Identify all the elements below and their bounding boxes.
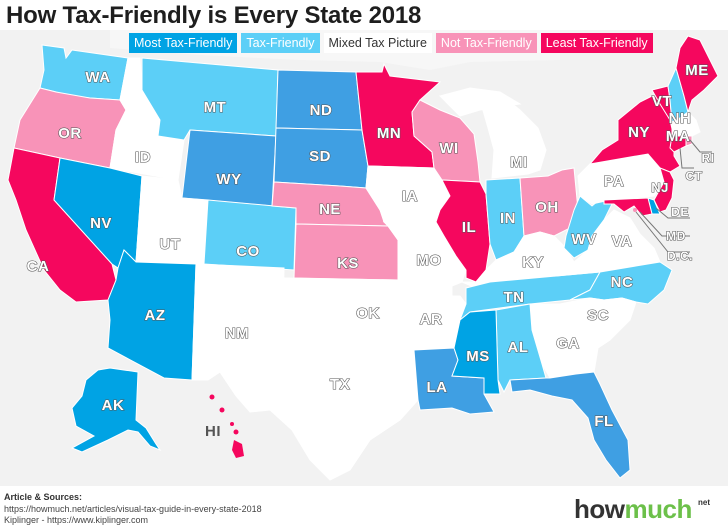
state-me[interactable] [675, 35, 719, 114]
label-az: AZ [145, 307, 166, 324]
state-nj[interactable] [653, 167, 675, 213]
label-ky: KY [522, 254, 544, 271]
label-sc: SC [587, 307, 609, 324]
label-id: ID [135, 149, 151, 166]
label-in: IN [500, 210, 516, 227]
page-title: How Tax-Friendly is Every State 2018 [6, 2, 422, 29]
label-ne: NE [319, 201, 341, 218]
label-dc: D.C. [667, 249, 693, 263]
label-mn: MN [377, 125, 401, 142]
leader-md [639, 211, 690, 237]
label-vt: VT [652, 93, 672, 110]
label-ks: KS [337, 255, 359, 272]
legend-most-tax-friendly: Most Tax-Friendly [129, 33, 238, 53]
footer: Article & Sources: https://howmuch.net/a… [0, 486, 728, 526]
state-mi-upper[interactable] [439, 87, 522, 117]
header: How Tax-Friendly is Every State 2018 [0, 0, 728, 30]
state-ak[interactable] [70, 367, 162, 453]
legend: Most Tax-Friendly Tax-Friendly Mixed Tax… [129, 33, 653, 53]
label-me: ME [685, 62, 709, 79]
label-ny: NY [628, 124, 650, 141]
label-ia: IA [402, 188, 418, 205]
label-ri: RI [702, 151, 715, 165]
legend-not-tax-friendly: Not Tax-Friendly [435, 33, 537, 53]
label-co: CO [236, 243, 260, 260]
label-wy: WY [216, 171, 241, 188]
state-tx[interactable] [219, 289, 419, 481]
label-nc: NC [611, 274, 634, 291]
state-md[interactable] [603, 197, 653, 217]
legend-mixed-tax-picture: Mixed Tax Picture [323, 33, 432, 53]
label-tn: TN [504, 289, 525, 306]
label-tx: TX [330, 376, 350, 393]
label-wv: WV [571, 231, 596, 248]
state-va[interactable] [554, 209, 661, 277]
sources-heading: Article & Sources: [4, 492, 83, 502]
howmuch-logo[interactable]: howmuch [574, 494, 692, 525]
legend-least-tax-friendly: Least Tax-Friendly [540, 33, 653, 53]
label-ar: AR [420, 311, 443, 328]
label-pa: PA [604, 173, 625, 190]
label-ok: OK [356, 305, 380, 322]
leader-ct [679, 147, 694, 169]
label-nd: ND [310, 102, 333, 119]
label-mo: MO [416, 252, 441, 269]
label-al: AL [508, 339, 529, 356]
label-mt: MT [204, 99, 227, 116]
label-ga: GA [556, 335, 580, 352]
source-link-kiplinger[interactable]: Kiplinger - https://www.kiplinger.com [4, 515, 149, 525]
state-wy[interactable] [181, 129, 277, 207]
label-mi: MI [510, 154, 528, 171]
label-fl: FL [594, 413, 613, 430]
label-ca: CA [27, 258, 50, 275]
label-va: VA [612, 233, 633, 250]
label-de: DE [671, 205, 689, 219]
label-hi: HI [205, 423, 221, 440]
state-ma[interactable] [671, 111, 701, 137]
state-ms[interactable] [451, 309, 501, 395]
label-or: OR [58, 125, 82, 142]
label-ct: CT [686, 169, 703, 183]
label-wi: WI [439, 140, 458, 157]
label-la: LA [427, 379, 448, 396]
state-hi[interactable] [209, 394, 245, 459]
label-ut: UT [160, 236, 181, 253]
label-ms: MS [466, 348, 490, 365]
leader-dc [635, 211, 690, 253]
logo-much: much [624, 494, 693, 524]
source-link-howmuch[interactable]: https://howmuch.net/articles/visual-tax-… [4, 504, 262, 514]
label-ma: MA [666, 128, 690, 145]
label-sd: SD [309, 148, 331, 165]
state-wi[interactable] [411, 99, 481, 183]
label-nj: NJ [651, 180, 669, 195]
legend-tax-friendly: Tax-Friendly [241, 33, 320, 53]
logo-net: net [698, 498, 710, 507]
state-nm[interactable] [191, 263, 285, 381]
label-il: IL [462, 219, 476, 236]
logo-how: how [574, 494, 625, 524]
label-oh: OH [535, 199, 559, 216]
leader-de [655, 207, 690, 219]
label-nm: NM [225, 325, 249, 342]
label-wa: WA [85, 69, 110, 86]
label-nh: NH [669, 110, 692, 127]
label-nv: NV [90, 215, 112, 232]
state-fl[interactable] [509, 371, 631, 479]
us-map: WA OR CA ID NV MT WY UT AZ CO NM ND SD N… [0, 30, 728, 486]
leader-ri [689, 139, 712, 153]
state-nd[interactable] [275, 69, 363, 131]
label-ak: AK [102, 397, 125, 414]
label-md: MD [666, 229, 686, 243]
state-dc[interactable] [633, 208, 637, 212]
